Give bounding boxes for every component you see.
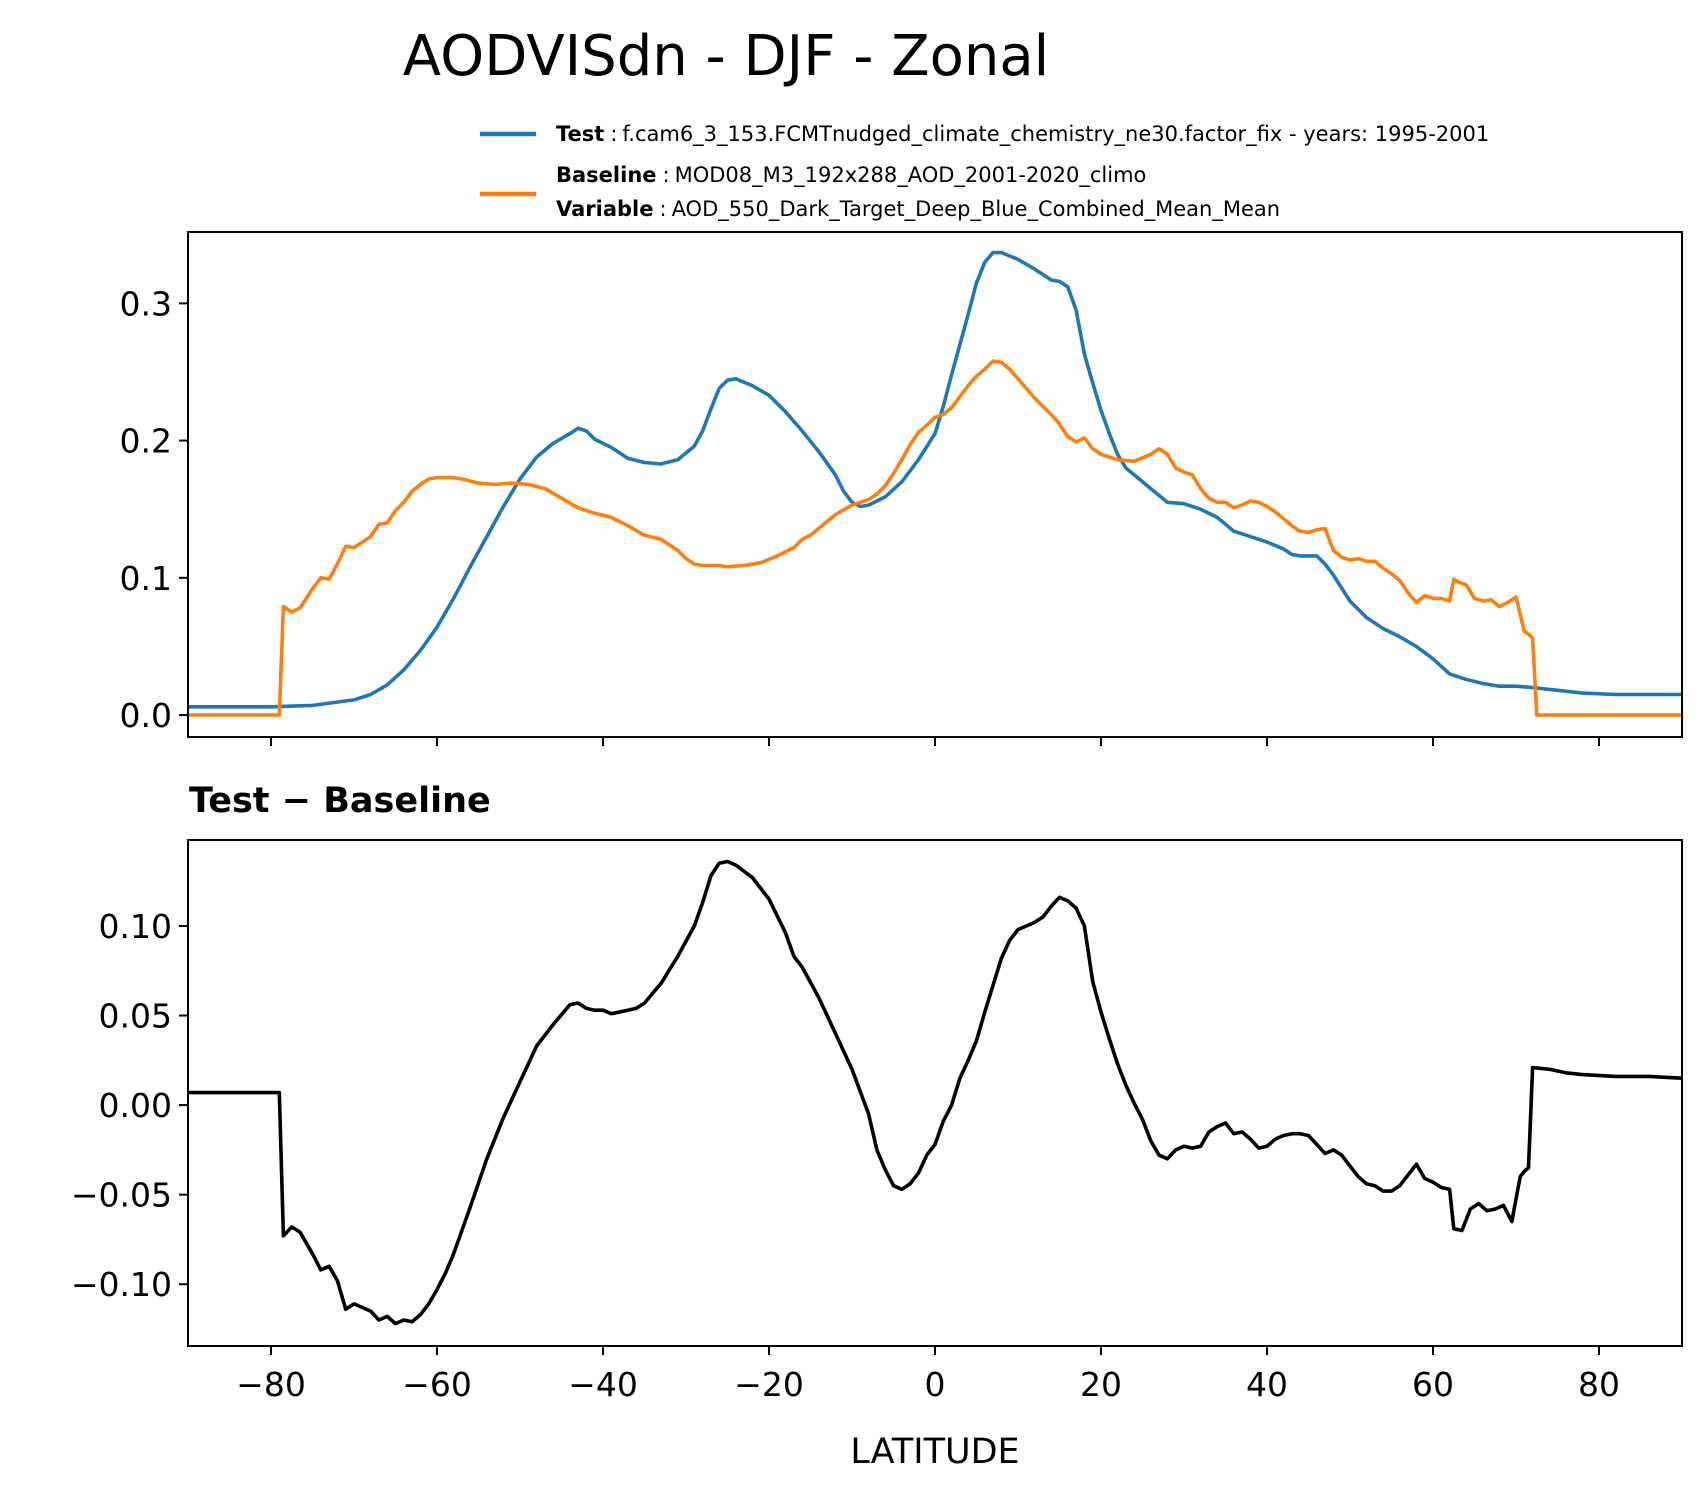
x-tick-label: 20 <box>1080 1365 1122 1404</box>
x-tick-label: −20 <box>734 1365 804 1404</box>
legend-test-key: Test <box>556 122 604 146</box>
chart-title: AODVISdn - DJF - Zonal <box>403 24 1049 89</box>
bottom-y-tick-label: −0.05 <box>71 1176 172 1215</box>
top-plot-frame <box>187 231 1683 738</box>
legend-variable-key: Variable <box>556 197 653 221</box>
x-tick-label: −80 <box>236 1365 306 1404</box>
legend-baseline-text: MOD08_M3_192x288_AOD_2001-2020_climo <box>675 163 1147 188</box>
legend: Test: f.cam6_3_153.FCMTnudged_climate_che… <box>480 122 1489 222</box>
x-tick-label: 40 <box>1246 1365 1288 1404</box>
top-panel: 0.0 0.1 0.2 0.3 <box>120 231 1683 746</box>
x-tick-label: −40 <box>568 1365 638 1404</box>
x-axis-label: LATITUDE <box>850 1432 1019 1472</box>
legend-test-sep: : <box>610 122 617 146</box>
difference-panel-title: Test − Baseline <box>189 781 491 821</box>
bottom-series-test-baseline <box>188 859 1683 1326</box>
x-tick-label: −60 <box>402 1365 472 1404</box>
top-series-baseline <box>188 359 1682 717</box>
bottom-y-tick-label: −0.10 <box>71 1265 172 1304</box>
top-y-tick-label: 0.2 <box>120 422 172 461</box>
legend-variable-sep: : <box>659 197 666 221</box>
bottom-y-tick-label: 0.05 <box>99 997 172 1036</box>
legend-baseline-key: Baseline <box>556 163 657 187</box>
bottom-y-tick-label: 0.10 <box>99 907 172 946</box>
top-series-test <box>188 250 1682 709</box>
legend-test-entry: Test: f.cam6_3_153.FCMTnudged_climate_che… <box>556 122 1489 147</box>
top-y-tick-label: 0.1 <box>120 559 172 598</box>
top-y-tick-label: 0.3 <box>120 284 172 323</box>
top-y-tick-label: 0.0 <box>120 696 172 735</box>
legend-variable-entry: Variable: AOD_550_Dark_Target_Deep_Blue_C… <box>556 197 1280 222</box>
legend-baseline-entry: Baseline: MOD08_M3_192x288_AOD_2001-2020_… <box>556 163 1146 188</box>
bottom-plot-frame <box>187 839 1683 1347</box>
x-tick-label: 0 <box>925 1365 946 1404</box>
legend-baseline-sep: : <box>663 163 670 187</box>
bottom-y-tick-label: 0.00 <box>99 1086 172 1125</box>
x-tick-label: 60 <box>1412 1365 1454 1404</box>
x-tick-label: 80 <box>1578 1365 1620 1404</box>
bottom-panel: −0.10 −0.05 0.00 0.05 0.10 −80 −60 −40 −20 0 20 40… <box>71 839 1683 1404</box>
legend-test-text: f.cam6_3_153.FCMTnudged_climate_chemistr… <box>622 122 1489 147</box>
legend-variable-text: AOD_550_Dark_Target_Deep_Blue_Combined_M… <box>672 197 1281 222</box>
